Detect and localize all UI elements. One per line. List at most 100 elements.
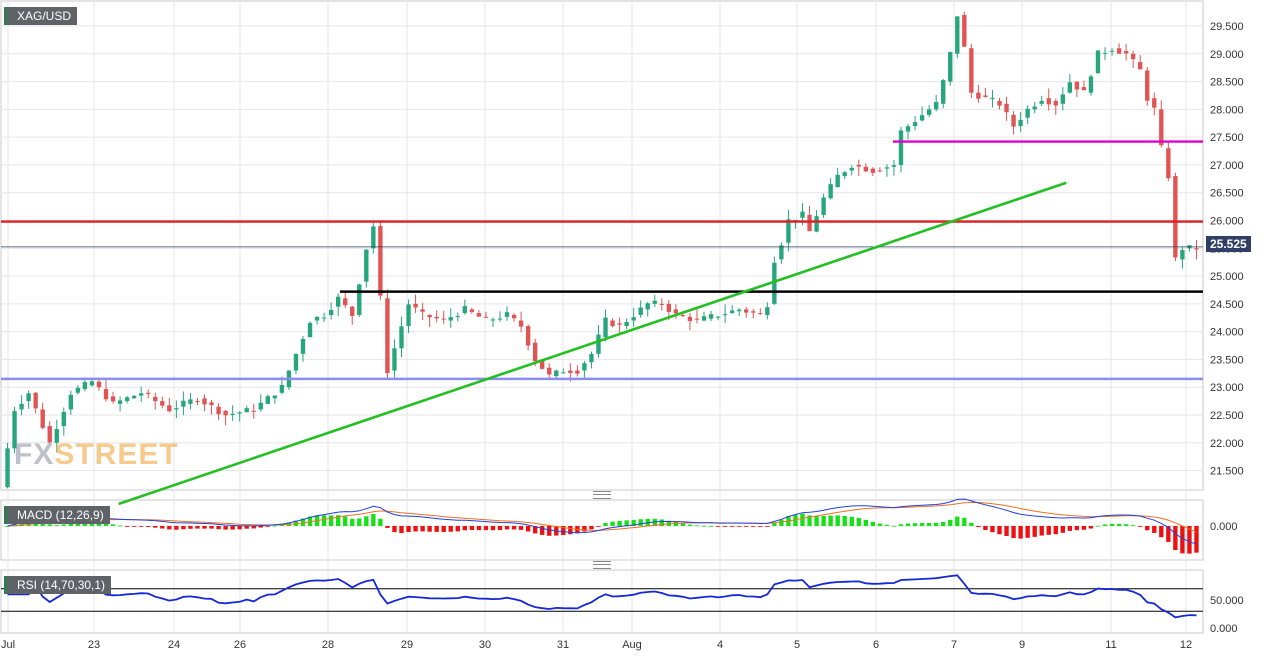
time-tick-label: 5	[794, 639, 800, 651]
candle-body	[561, 372, 566, 374]
macd-histogram-bar	[61, 524, 66, 526]
candle-body	[1032, 106, 1037, 110]
candle-body	[1138, 62, 1143, 70]
macd-histogram-bar	[715, 526, 721, 527]
candle-body	[1194, 248, 1199, 250]
candle-body	[131, 395, 137, 399]
macd-histogram-bar	[1067, 526, 1073, 531]
price-tick-label: 23.500	[1210, 354, 1244, 366]
candle-body	[589, 353, 594, 363]
price-tick-label: 29.500	[1210, 21, 1244, 33]
macd-histogram-bar	[582, 526, 587, 532]
macd-histogram-bar	[174, 526, 179, 530]
candle-body	[335, 296, 341, 307]
macd-histogram-bar	[321, 515, 327, 526]
macd-histogram-bar	[624, 520, 629, 526]
macd-histogram-bar	[1194, 526, 1199, 553]
price-tick-label: 29.000	[1210, 49, 1244, 61]
macd-histogram-bar	[441, 526, 446, 532]
macd-histogram-bar	[406, 526, 411, 532]
macd-histogram-bar	[146, 526, 151, 527]
candle-body	[1018, 119, 1023, 127]
macd-histogram-bar	[814, 516, 819, 526]
price-tick-label: 24.000	[1210, 327, 1244, 339]
macd-histogram-bar	[117, 525, 123, 527]
candle-body	[314, 316, 320, 321]
candle-body	[849, 167, 854, 171]
macd-histogram-bar	[1138, 526, 1143, 527]
macd-histogram-bar	[490, 526, 496, 531]
macd-label-text: MACD (12,26,9)	[17, 508, 104, 522]
macd-histogram-bar	[1053, 526, 1058, 535]
candle-body	[694, 318, 700, 320]
macd-histogram-bar	[1102, 524, 1108, 526]
candle-body	[1039, 100, 1044, 104]
candle-body	[279, 384, 285, 393]
macd-histogram-bar	[167, 526, 172, 530]
candle-body	[1088, 76, 1094, 93]
macd-histogram-bar	[131, 526, 137, 527]
price-tick-label: 28.500	[1210, 77, 1244, 89]
candle-body	[737, 309, 742, 312]
macd-histogram-bar	[525, 526, 531, 532]
macd-histogram-bar	[413, 526, 418, 532]
price-candles	[5, 11, 1199, 489]
candle-body	[525, 326, 531, 346]
rsi-tick-label: 0.000	[1210, 623, 1238, 635]
candle-body	[124, 397, 130, 402]
candle-body	[807, 214, 812, 232]
candle-body	[1081, 87, 1087, 91]
macd-histogram-bar	[532, 526, 538, 534]
candle-body	[251, 410, 256, 412]
candle-body	[455, 316, 460, 318]
macd-histogram-bar	[139, 526, 144, 527]
rsi-line	[7, 574, 1197, 619]
macd-histogram-bar	[1145, 526, 1150, 531]
macd-label: MACD (12,26,9)	[4, 506, 110, 524]
candle-body	[983, 95, 988, 97]
macd-histogram-bar	[357, 518, 362, 526]
macd-histogram-bar	[722, 526, 728, 527]
candle-body	[1053, 101, 1058, 106]
macd-histogram-bar	[983, 526, 988, 531]
macd-histogram-bar	[258, 526, 263, 528]
candle-body	[160, 401, 165, 406]
macd-histogram-bar	[1109, 523, 1115, 526]
candle-body	[631, 317, 636, 321]
candle-body	[638, 307, 643, 315]
macd-histogram-bar	[589, 526, 594, 530]
candle-body	[547, 367, 552, 375]
candle-body	[666, 303, 672, 312]
macd-histogram-bar	[962, 517, 967, 526]
candle-body	[174, 408, 179, 410]
candle-body	[624, 322, 629, 327]
candle-body	[328, 309, 334, 315]
candle-body	[434, 316, 439, 319]
candle-body	[729, 310, 735, 314]
macd-histogram-bar	[680, 523, 686, 526]
rsi-label: RSI (14,70,30,1)	[4, 576, 112, 594]
macd-histogram-bar	[561, 526, 566, 536]
macd-histogram-bar	[1004, 526, 1009, 537]
macd-histogram-bar	[483, 526, 489, 531]
macd-histogram-bar	[195, 526, 200, 529]
macd-histogram-bar	[659, 519, 664, 526]
macd-resize-handle[interactable]	[593, 491, 611, 499]
candle-body	[146, 392, 151, 394]
macd-histogram-bar	[821, 515, 826, 526]
time-tick-label: 9	[1019, 639, 1025, 651]
price-tick-label: 27.000	[1210, 160, 1244, 172]
macd-histogram-bar	[504, 526, 510, 530]
candle-body	[504, 312, 510, 317]
time-tick-label: 28	[322, 639, 334, 651]
macd-histogram-bar	[392, 526, 397, 533]
macd-histogram-bar	[905, 523, 911, 526]
rsi-resize-handle[interactable]	[593, 561, 611, 569]
candle-body	[912, 122, 918, 127]
macd-histogram-bar	[617, 520, 622, 526]
candle-body	[343, 298, 348, 306]
candle-body	[181, 400, 186, 407]
candle-body	[997, 101, 1002, 106]
candle-body	[891, 165, 897, 167]
macd-histogram-bar	[772, 522, 777, 526]
